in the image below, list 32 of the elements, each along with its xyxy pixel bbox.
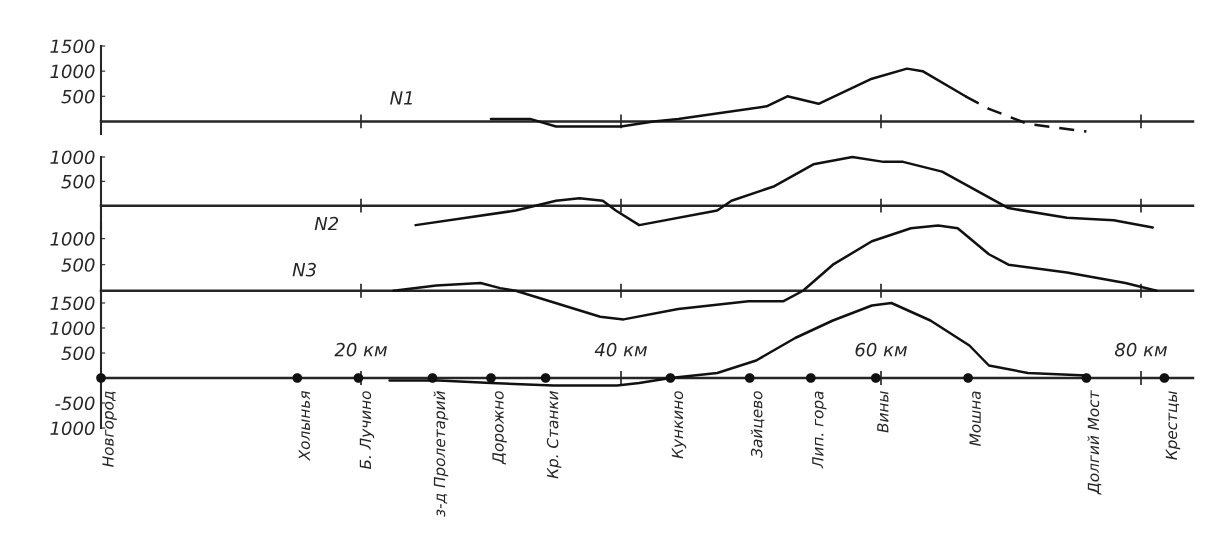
y-tick-label: 500 — [61, 174, 95, 189]
y-tick-label: 1500 — [50, 39, 95, 54]
data-label: Крестцы — [1165, 391, 1181, 460]
data-label: Новгород — [102, 391, 117, 467]
y-tick-label: 1000 — [50, 321, 95, 336]
y-tick-label: 500 — [61, 258, 95, 272]
y-tick-label: -500 — [55, 396, 95, 411]
data-label: Лип. гора — [812, 391, 827, 469]
data-label: Вины — [877, 391, 889, 433]
y-tick-label: 500 — [61, 346, 95, 361]
x-tick-label: 40 км — [594, 342, 647, 357]
y-tick-label: 1000 — [50, 150, 95, 165]
y-tick-label: 1500 — [50, 296, 95, 311]
x-tick-label: 60 км — [855, 342, 907, 357]
data-label: Мошна — [969, 391, 981, 446]
data-label: Дорожно — [492, 391, 507, 465]
text: N2 — [314, 216, 339, 231]
x-tick-label: 20 км — [334, 342, 387, 357]
text: N3 — [292, 262, 316, 277]
data-label: Зайцево — [750, 391, 765, 458]
y-tick-label: 1000 — [50, 421, 95, 436]
data-label: Б. Лучино — [359, 391, 375, 470]
data-label: Холынья — [298, 390, 311, 461]
y-tick-label: 1000 — [50, 232, 95, 246]
y-tick-label: 1000 — [50, 64, 95, 79]
data-label: Кр. Станки — [546, 391, 562, 479]
text: N1 — [390, 91, 412, 105]
data-label: Долгий Мост — [1087, 390, 1102, 495]
x-tick-label: 80 км — [1114, 342, 1167, 357]
y-tick-label: 500 — [61, 89, 95, 104]
data-label: з-д Пролетарий — [433, 391, 449, 517]
data-label: Кункино — [671, 391, 687, 459]
